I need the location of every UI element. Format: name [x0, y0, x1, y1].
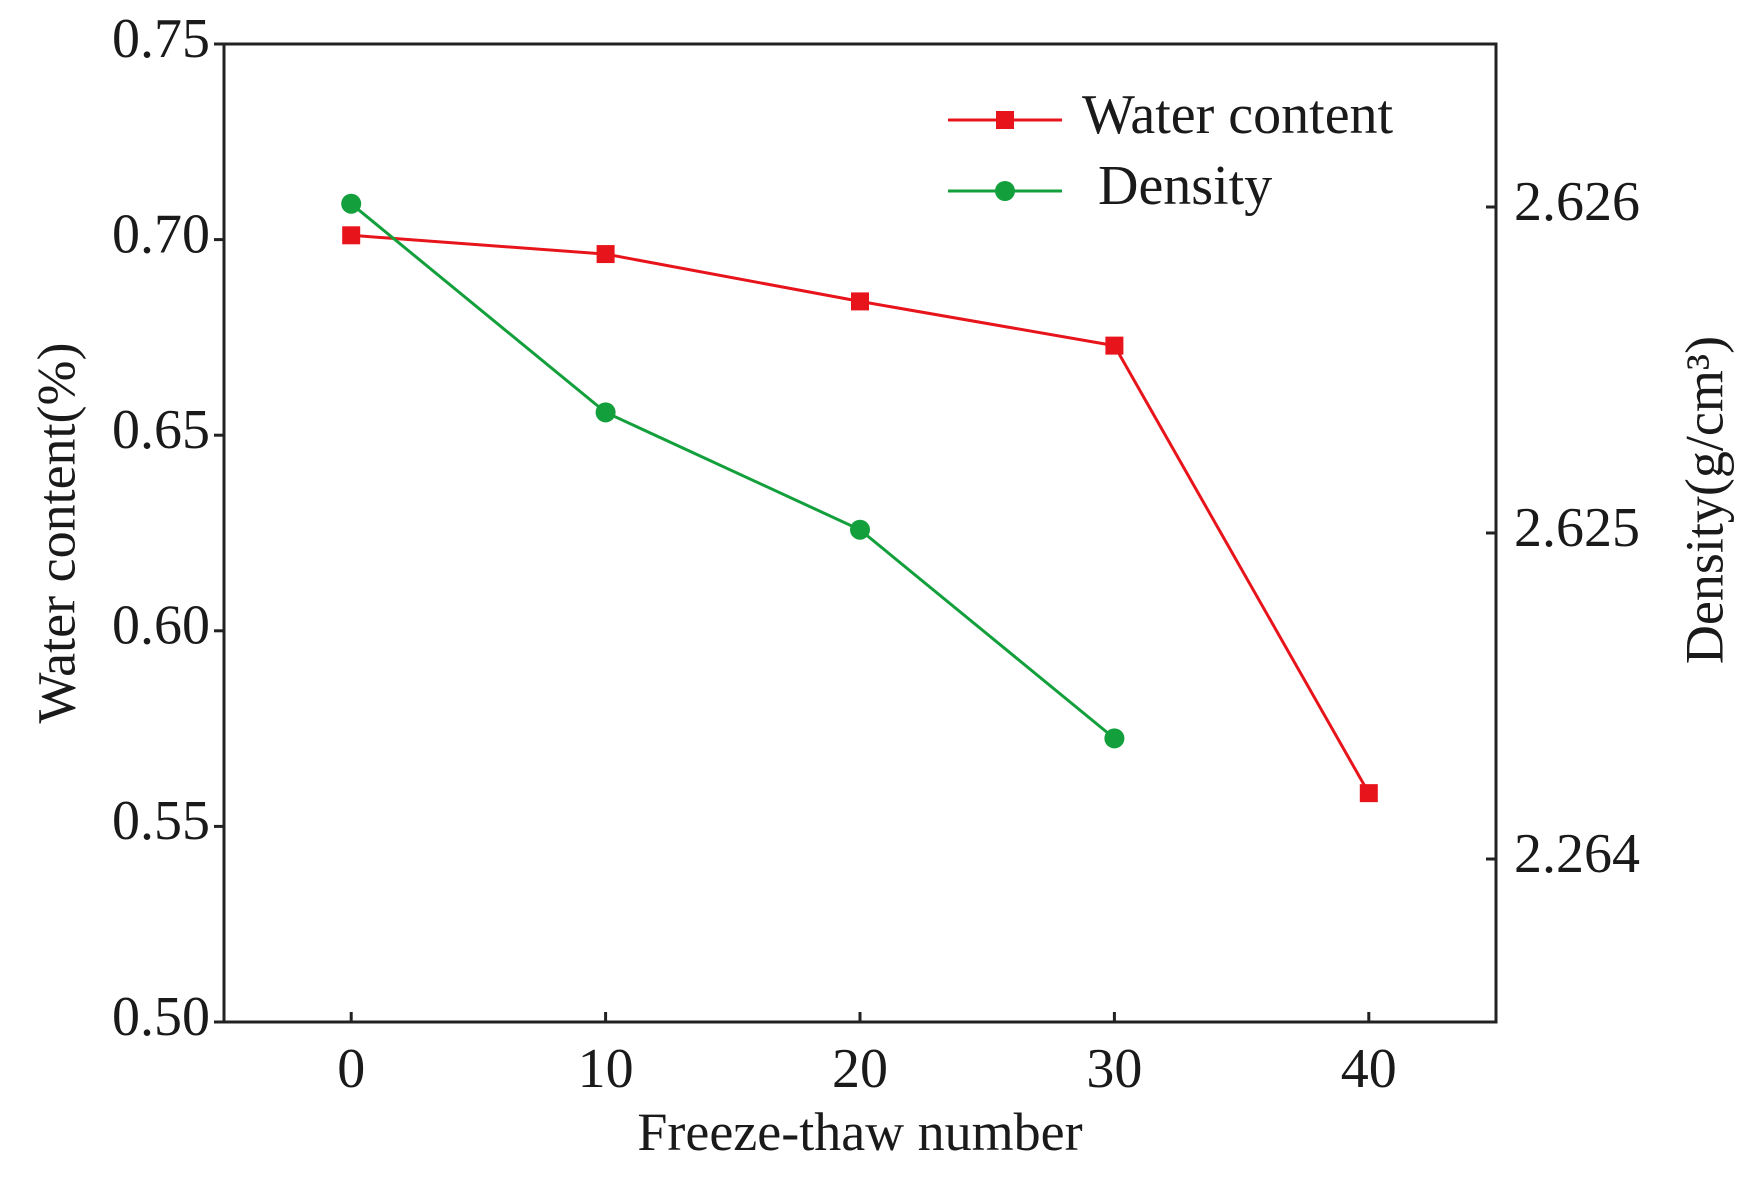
data-point: [595, 402, 616, 423]
x-tick-label: 20: [832, 1038, 888, 1100]
x-tick-label: 0: [337, 1038, 365, 1100]
legend-label: Density: [1098, 155, 1272, 217]
data-point: [341, 193, 362, 214]
data-point: [1359, 784, 1378, 803]
data-point: [850, 519, 870, 540]
y2-tick-label: 2.625: [1514, 497, 1640, 559]
data-point: [1105, 336, 1124, 355]
x-tick-label: 40: [1341, 1038, 1397, 1100]
y-tick-label: 0.70: [112, 203, 210, 265]
y-tick-label: 0.75: [112, 8, 210, 70]
data-point: [851, 292, 869, 311]
series-line: [351, 233, 1371, 794]
data-point: [342, 226, 361, 245]
data-point: [596, 245, 615, 264]
y-axis-label: Water content(%): [26, 343, 86, 724]
y-tick-label: 0.50: [112, 986, 210, 1048]
y-tick-label: 0.60: [112, 595, 210, 657]
legend-label: Water content: [1082, 84, 1394, 146]
data-point: [1104, 728, 1125, 749]
y2-tick-label: 2.264: [1514, 823, 1640, 885]
y-tick-label: 0.55: [112, 790, 210, 852]
y2-axis-label: Density(g/cm³): [1674, 336, 1734, 664]
series-line: [350, 202, 1116, 740]
x-tick-label: 30: [1086, 1038, 1142, 1100]
y-tick-label: 0.65: [112, 399, 210, 461]
y2-tick-label: 2.626: [1514, 171, 1640, 233]
x-axis-label: Freeze-thaw number: [637, 1102, 1082, 1162]
legend-marker: [996, 111, 1014, 129]
legend-marker: [995, 181, 1015, 201]
x-tick-label: 10: [578, 1038, 634, 1100]
